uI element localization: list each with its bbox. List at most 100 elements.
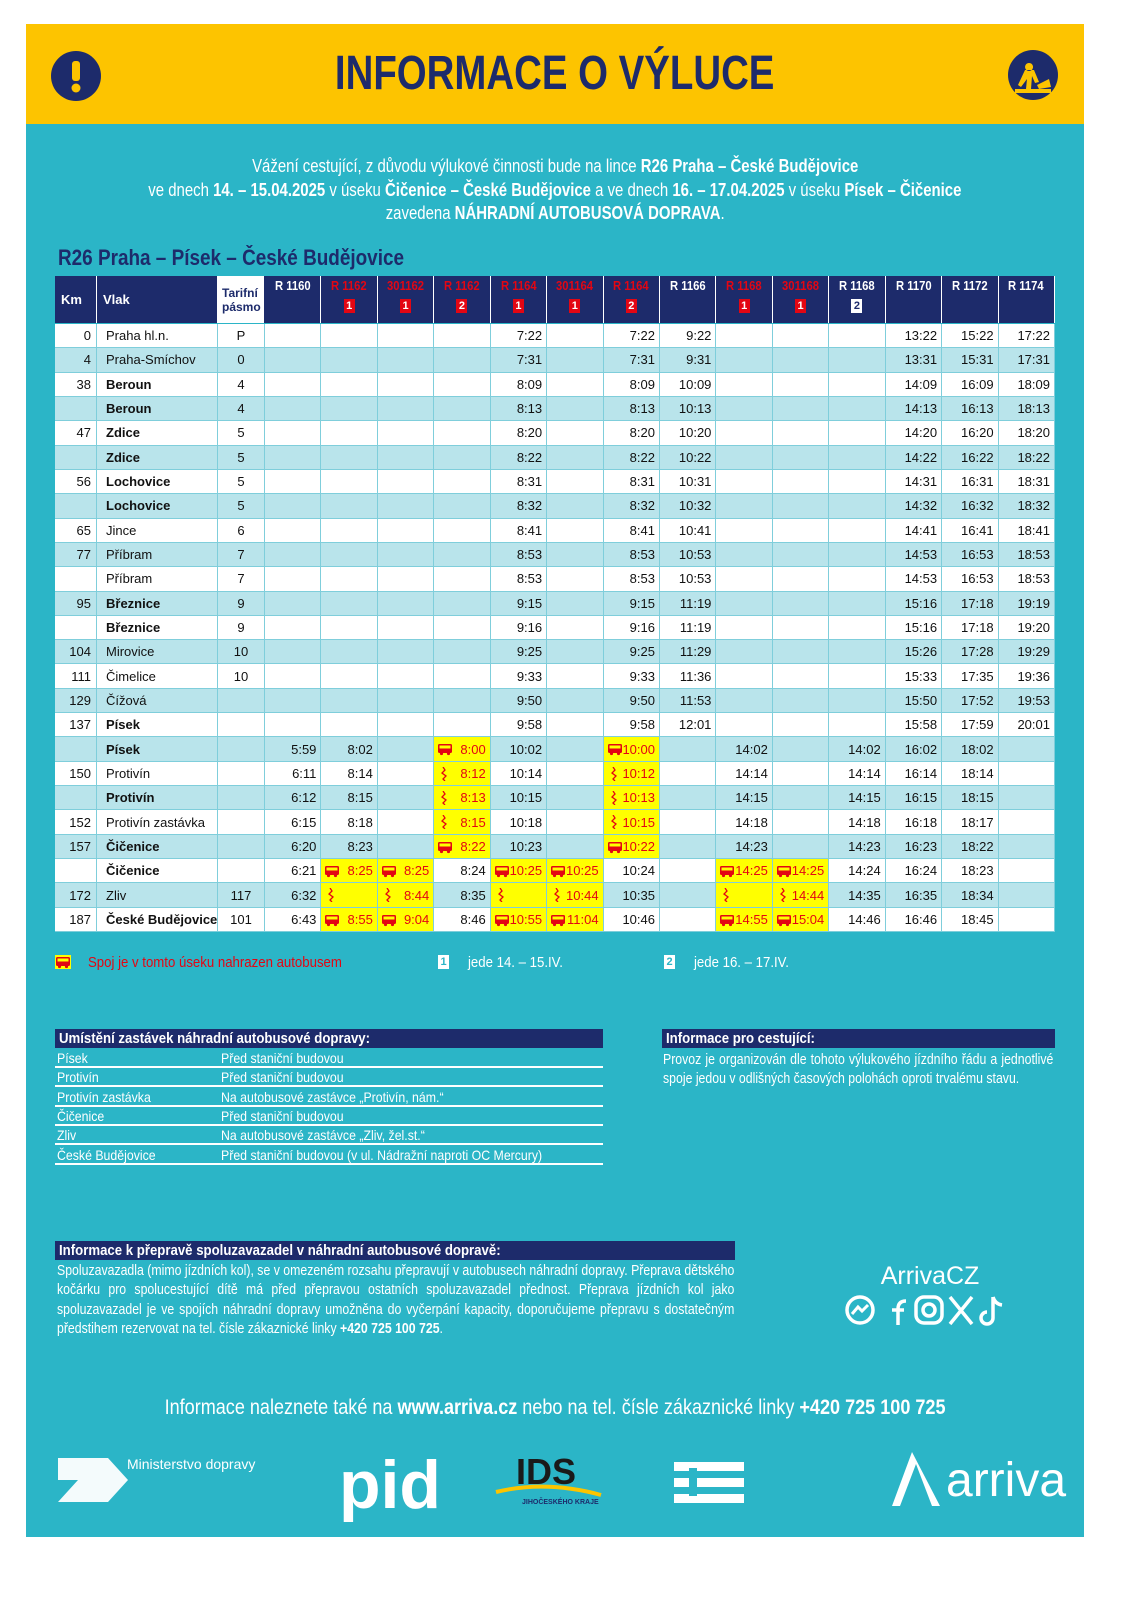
train-header: R 1164 1 [490, 276, 548, 323]
time-cell: 8:14 [321, 761, 378, 787]
bus-time-cell: 15:04 [772, 907, 830, 932]
bold-text: NÁHRADNÍ AUTOBUSOVÁ DOPRAVA [454, 203, 721, 223]
time-cell: 8:22 [490, 445, 548, 470]
time-cell: 7:31 [603, 348, 660, 373]
bus-time-cell: 8:44 [377, 883, 435, 908]
time-cell [265, 591, 322, 616]
km-cell: 47 [55, 421, 97, 446]
time-cell: 8:32 [603, 494, 660, 519]
stop-row: Protivín Před staniční budovou [55, 1068, 603, 1088]
time-cell [829, 542, 886, 568]
stop-name: Zliv [57, 1127, 77, 1144]
bus-route-icon [610, 815, 617, 830]
bus-time-cell: 10:44 [547, 883, 604, 908]
time-cell: 8:24 [434, 859, 491, 884]
bus-time-cell: 10:55 [490, 907, 548, 932]
day-badge: 1 [343, 299, 355, 313]
time-cell: 19:29 [998, 640, 1055, 665]
time-cell: 8:02 [321, 737, 378, 762]
time-cell [998, 786, 1055, 811]
time-cell: 16:13 [942, 396, 999, 422]
zone-cell [218, 859, 265, 884]
stop-row: České Budějovice Před staniční budovou (v… [55, 1146, 603, 1165]
time-cell [547, 737, 604, 762]
train-name: R 1170 [895, 279, 932, 293]
time-cell: 8:13 [603, 396, 660, 422]
station-cell: Čičenice [97, 859, 218, 884]
bold-text: Písek – Čičenice [844, 180, 962, 200]
time-cell: 14:15 [716, 786, 773, 811]
time-cell [377, 688, 435, 714]
time-cell: 15:31 [942, 348, 999, 373]
stop-row: Písek Před staniční budovou [55, 1049, 603, 1068]
station-header: Vlak [97, 276, 218, 323]
time-cell: 14:24 [829, 859, 886, 884]
km-cell [55, 445, 97, 470]
station-cell: Březnice [97, 615, 218, 641]
time-cell [265, 348, 322, 373]
time-cell: 14:31 [885, 469, 943, 495]
zone-cell: 7 [218, 567, 265, 592]
time-cell [772, 542, 830, 568]
time-cell [377, 591, 435, 616]
day-badge: 1 [795, 299, 807, 313]
time-cell [829, 348, 886, 373]
bus-icon [551, 914, 566, 926]
time-cell [772, 761, 830, 787]
zone-cell: 7 [218, 542, 265, 568]
time-cell [547, 810, 604, 835]
time-cell [829, 591, 886, 616]
time-cell [772, 421, 830, 446]
footer: Informace naleznete také na www.arriva.c… [26, 1396, 1084, 1420]
time-cell [321, 542, 378, 568]
time-cell [377, 786, 435, 811]
text: Spoluzavazadla (mimo jízdních kol), se v… [57, 1262, 735, 1338]
time-cell: 7:22 [490, 324, 548, 349]
time-cell [772, 713, 830, 738]
time-cell: 14:53 [885, 567, 943, 592]
time-cell: 10:23 [490, 834, 548, 860]
time-cell: 6:15 [265, 810, 322, 835]
time-cell [434, 469, 491, 495]
time-cell [772, 348, 830, 373]
time-cell [265, 324, 322, 349]
time-cell: 10:09 [660, 372, 717, 397]
legend-text: jede 14. – 15.IV. [468, 954, 563, 971]
time-cell: 9:33 [490, 664, 548, 689]
km-cell [55, 615, 97, 641]
time-cell [321, 713, 378, 738]
time-cell: 16:09 [942, 372, 999, 397]
zone-cell: 6 [218, 518, 265, 543]
text: ve dnech [148, 180, 214, 200]
train-name: R 1164 [613, 279, 650, 293]
time-cell: 14:20 [885, 421, 943, 446]
bus-route-icon [384, 888, 391, 903]
station-cell: Zdice [97, 421, 218, 446]
time-cell: 14:14 [716, 761, 773, 787]
time-cell [716, 396, 773, 422]
time-cell: 9:50 [603, 688, 660, 714]
time-cell: 7:31 [490, 348, 548, 373]
time-cell [377, 615, 435, 641]
km-cell: 4 [55, 348, 97, 373]
train-name: R 1162 [331, 279, 367, 293]
time-cell [321, 518, 378, 543]
bus-route-icon [723, 888, 730, 903]
time-cell: 8:22 [603, 445, 660, 470]
km-cell: 0 [55, 324, 97, 349]
time-cell: 11:53 [660, 688, 717, 714]
time-cell: 18:22 [942, 834, 999, 860]
station-cell: Zdice [97, 445, 218, 470]
time-cell: 17:18 [942, 615, 999, 641]
time-cell: 8:41 [490, 518, 548, 543]
time-cell: 19:36 [998, 664, 1055, 689]
time-cell: 9:15 [490, 591, 548, 616]
zone-cell: P [218, 324, 265, 349]
time-cell [660, 883, 717, 908]
time-cell [547, 591, 604, 616]
legend-bus-text: Spoj je v tomto úseku nahrazen autobusem [88, 954, 342, 971]
time-cell: 16:23 [885, 834, 943, 860]
time-cell [547, 688, 604, 714]
time-cell [265, 615, 322, 641]
info-text: Provoz je organizován dle tohoto výlukov… [663, 1051, 1054, 1088]
